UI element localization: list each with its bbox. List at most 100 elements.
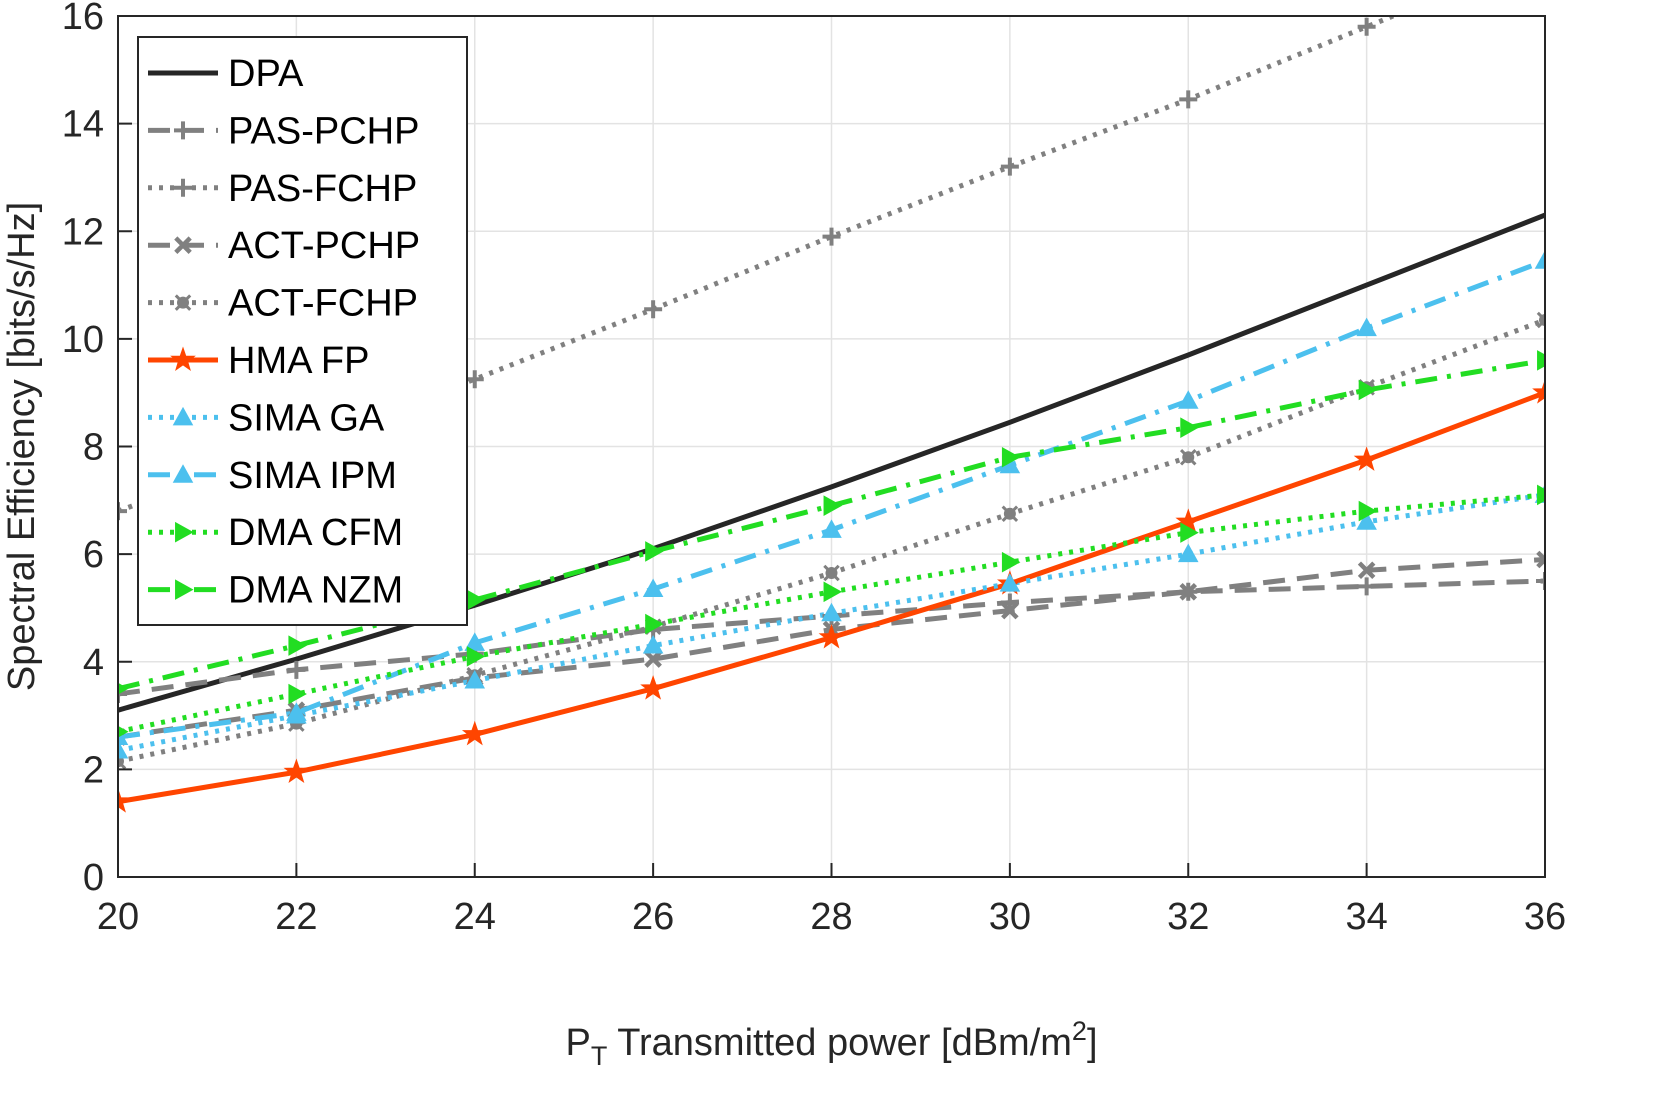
plus-marker [644,300,663,319]
legend-label: SIMA IPM [228,455,397,497]
marker-layer [118,17,1545,813]
x-marker [174,236,192,254]
triangle-marker [172,464,194,483]
triangle-right-marker [1358,379,1378,401]
triangle-marker [1177,390,1199,409]
triangle-right-marker [1180,522,1199,543]
legend-label: PAS-PCHP [228,110,419,152]
dot-marker-cross [823,564,840,582]
x-marker [1001,601,1019,620]
y-tick-label: 12 [62,211,104,253]
legend-box [137,36,468,626]
series-line-dpa [118,212,1545,713]
triangle-right-marker [175,579,194,600]
triangle-right-marker [1358,500,1378,522]
legend-item: SIMA GA [148,397,385,439]
series-markers-dma-nzm [118,350,1545,695]
star-marker [118,788,131,813]
legend-item: PAS-PCHP [148,110,419,152]
x-axis-label: PT Transmitted power [dBm/m2] [565,1016,1097,1071]
triangle-marker [1356,511,1377,530]
plus-marker [118,502,127,521]
triangle-marker [464,632,486,651]
x-marker [1357,561,1376,580]
x-tick-label: 24 [454,896,496,938]
triangle-right-marker [1001,551,1021,573]
x-tick-label: 32 [1167,896,1209,938]
triangle-right-marker [175,521,194,543]
star-marker [461,720,488,746]
y-tick-label: 6 [83,534,104,576]
triangle-right-marker [288,683,307,705]
x-tick-label: 34 [1345,896,1387,938]
triangle-right-marker [823,581,843,603]
series-markers-hma-fp [118,379,1545,813]
triangle-marker [642,635,664,654]
x-axis-label-subscript: T [591,1041,608,1071]
y-tick-label: 4 [83,642,104,684]
triangle-right-marker [1001,446,1021,468]
legend-label: ACT-PCHP [228,225,420,267]
star-marker [283,758,310,784]
x-axis-label-main: P [565,1022,590,1064]
y-tick-label: 2 [83,749,104,791]
x-tick-label: 30 [989,896,1031,938]
legend-label: PAS-FCHP [228,168,417,210]
y-tick-label: 8 [83,427,104,469]
dot-marker-cross [1536,311,1545,329]
y-tick-label: 14 [62,104,104,146]
plus-marker [822,227,841,246]
legend-item: ACT-FCHP [148,283,418,325]
x-marker [644,650,662,668]
triangle-marker [118,739,129,759]
legend: DPA PAS-PCHP PAS-FCHP ACT-PCHP ACT-FCHP HMA F… [137,36,468,626]
x-axis-label-text: Transmitted power [dBm/m [607,1022,1072,1064]
dot-marker [1179,449,1197,466]
x-tick-label: 20 [97,896,139,938]
plus-marker [174,121,192,140]
y-tick-label: 16 [62,0,104,38]
legend-label: SIMA GA [228,397,385,439]
x-tick-label: 22 [275,896,317,938]
legend-item: SIMA IPM [148,455,397,497]
triangle-marker [1177,543,1199,563]
star-marker [640,675,666,700]
x-marker [1179,583,1198,601]
triangle-right-marker [1180,417,1199,438]
plus-marker [118,685,127,704]
legend-label: DMA CFM [228,512,403,554]
y-axis-label: Spectral Efficiency [bits/s/Hz] [1,202,43,691]
dot-marker-cross [1179,449,1197,466]
triangle-marker [821,602,842,622]
y-tick-label: 10 [62,319,104,361]
dot-marker [1536,311,1545,329]
x-axis-label-superscript: 2 [1072,1016,1087,1046]
triangle-right-marker [645,541,664,562]
legend-item: ACT-PCHP [148,225,420,267]
legend-item: PAS-FCHP [148,168,417,210]
star-marker [818,623,845,649]
star-marker [1175,508,1202,533]
series-markers-dma-cfm [118,484,1545,738]
x-axis-label-close: ] [1087,1022,1098,1064]
plus-marker [1357,17,1376,36]
star-marker [1532,379,1545,404]
triangle-marker [1356,317,1377,337]
star-marker [1353,446,1380,471]
plus-marker [1179,90,1198,109]
legend-label: HMA FP [228,340,369,382]
star-marker [170,346,196,371]
legend-label: DPA [228,53,304,95]
triangle-right-marker [823,495,843,516]
legend-item: DMA CFM [148,512,403,554]
x-marker [1536,550,1545,569]
legend-label: DMA NZM [228,570,403,612]
plus-marker [1000,157,1019,176]
dot-marker [823,564,840,582]
legend-item: HMA FP [148,340,369,382]
plus-marker [174,178,192,197]
x-tick-label: 28 [810,896,852,938]
x-tick-label: 36 [1524,896,1566,938]
triangle-right-marker [1537,484,1545,506]
